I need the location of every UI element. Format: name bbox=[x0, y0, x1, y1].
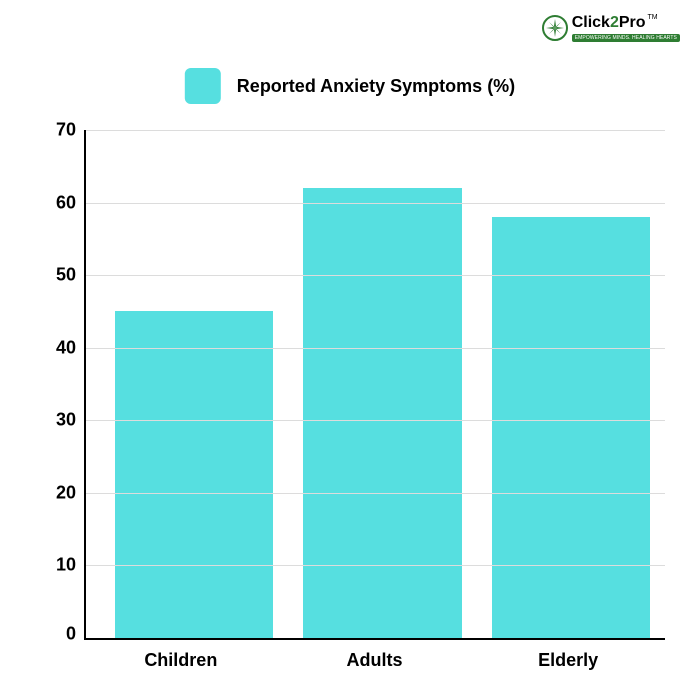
y-tick-label: 30 bbox=[36, 410, 76, 431]
grid-line bbox=[86, 420, 665, 421]
x-axis-labels: Children Adults Elderly bbox=[84, 650, 665, 671]
y-tick-label: 70 bbox=[36, 120, 76, 141]
grid-line bbox=[86, 565, 665, 566]
grid-line bbox=[86, 130, 665, 131]
plot-area: 010203040506070 bbox=[84, 130, 665, 640]
logo-pro: Pro bbox=[619, 14, 646, 31]
logo-circle-icon bbox=[542, 15, 568, 41]
grid-line bbox=[86, 275, 665, 276]
logo-tm: TM bbox=[648, 14, 658, 21]
grid-line bbox=[86, 203, 665, 204]
logo-click: Click bbox=[572, 14, 610, 31]
bars-container bbox=[100, 130, 665, 638]
x-axis-label: Children bbox=[99, 650, 262, 671]
grid-line bbox=[86, 348, 665, 349]
bar bbox=[303, 188, 461, 638]
chart-legend: Reported Anxiety Symptoms (%) bbox=[185, 68, 515, 104]
y-tick-label: 0 bbox=[36, 623, 76, 644]
y-tick-label: 20 bbox=[36, 482, 76, 503]
legend-swatch bbox=[185, 68, 221, 104]
bar bbox=[492, 217, 650, 638]
y-tick-label: 40 bbox=[36, 337, 76, 358]
legend-label: Reported Anxiety Symptoms (%) bbox=[237, 76, 515, 97]
grid-line bbox=[86, 493, 665, 494]
bar bbox=[115, 311, 273, 638]
x-axis-label: Elderly bbox=[487, 650, 650, 671]
logo-two: 2 bbox=[610, 14, 619, 31]
logo-subtitle: EMPOWERING MINDS. HEALING HEARTS bbox=[572, 34, 680, 42]
brand-logo: Click2ProTM EMPOWERING MINDS. HEALING HE… bbox=[542, 14, 680, 42]
logo-text: Click2Pro bbox=[572, 14, 646, 31]
anxiety-bar-chart: 010203040506070 ChildrenAdultsElderly bbox=[70, 130, 665, 640]
logo-text-block: Click2ProTM EMPOWERING MINDS. HEALING HE… bbox=[572, 14, 680, 42]
y-tick-label: 10 bbox=[36, 555, 76, 576]
x-axis-label: Adults bbox=[293, 650, 456, 671]
y-tick-label: 60 bbox=[36, 192, 76, 213]
y-tick-label: 50 bbox=[36, 265, 76, 286]
